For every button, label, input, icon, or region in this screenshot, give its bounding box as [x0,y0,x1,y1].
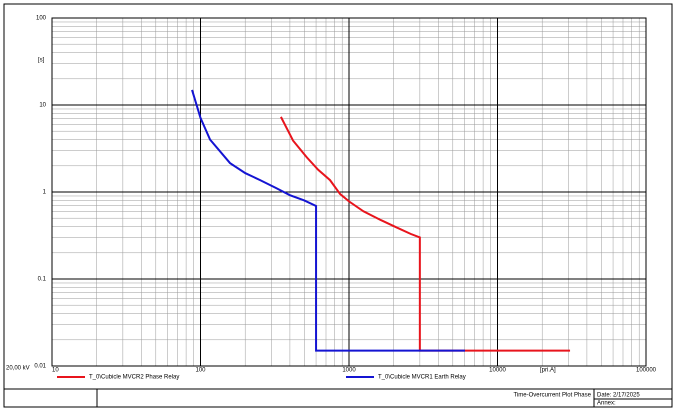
legend-label: T_0\Cubicle MVCR1 Earth Relay [378,375,466,381]
annotation: 20,00 kV [6,366,30,372]
y-tick-label: 100 [36,16,47,22]
y-tick-label: 1 [43,190,47,196]
series-line [280,116,571,352]
x-tick-label: 10 [52,368,59,374]
footer-annex: Annex: [597,401,616,407]
y-tick-label: 0.1 [38,277,47,283]
y-tick-label: 0.01 [34,364,46,370]
x-axis-label: [pri.A] [540,368,556,374]
plot-frame [51,17,647,367]
legend-label: T_0\Cubicle MVCR2 Phase Relay [89,375,179,381]
y-tick-label: 10 [39,103,46,109]
x-tick-label: 100000 [636,368,657,374]
footer-plot-title: Time-Overcurrent Plot Phase [514,393,592,399]
series-line [191,89,465,352]
x-tick-label: 100 [195,368,206,374]
x-tick-label: 1000 [342,368,356,374]
x-tick-label: 10000 [489,368,506,374]
y-axis-label: [s] [38,58,45,64]
footer-date: Date: 2/17/2025 [597,393,640,399]
